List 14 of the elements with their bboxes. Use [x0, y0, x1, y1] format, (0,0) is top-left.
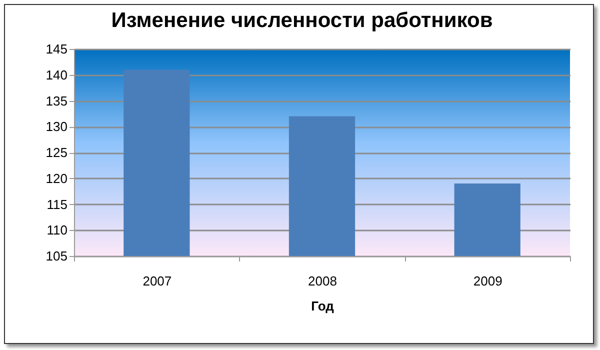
x-tick-label: 2008 — [308, 274, 337, 288]
x-tick-label: 2007 — [142, 274, 172, 288]
x-axis-title: Год — [311, 298, 335, 314]
x-tick-label: 2009 — [473, 274, 502, 288]
y-tick-label: 115 — [46, 196, 68, 212]
y-tick-label: 110 — [46, 222, 68, 238]
y-tick-label: 140 — [46, 67, 68, 82]
y-tick-label: 105 — [46, 248, 68, 264]
chart-title: Изменение численности работников — [111, 9, 493, 32]
y-tick-label: 145 — [46, 42, 68, 56]
y-tick-label: 120 — [46, 170, 68, 186]
y-tick-label: 135 — [46, 93, 68, 108]
y-tick-label: 130 — [46, 119, 68, 134]
y-tick-label: 125 — [46, 145, 68, 160]
